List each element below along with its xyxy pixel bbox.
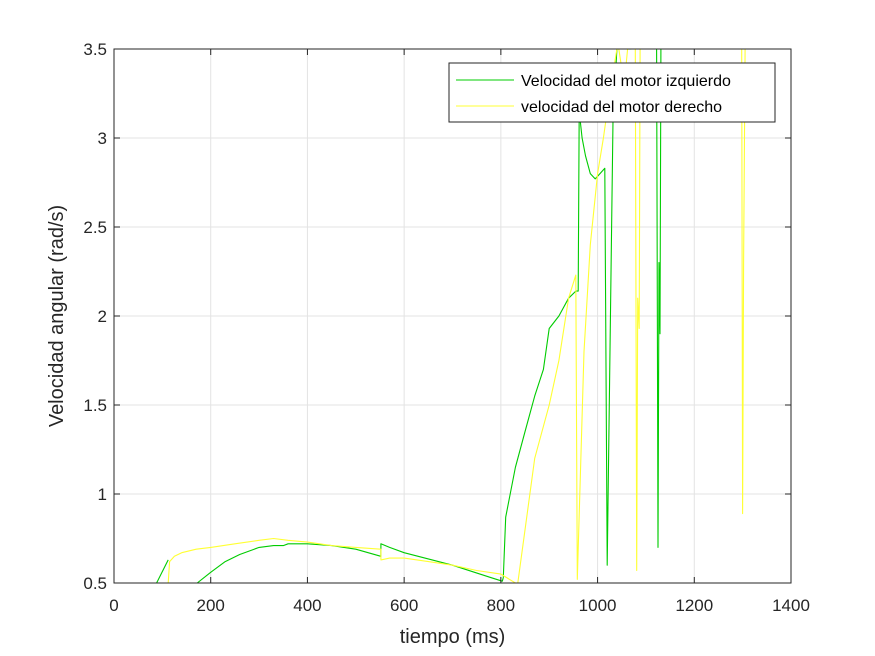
grid xyxy=(114,49,791,583)
y-axis-label: Velocidad angular (rad/s) xyxy=(46,205,68,427)
x-tick-label: 1400 xyxy=(772,596,810,615)
y-tick-label: 2.5 xyxy=(83,218,107,237)
x-tick-label: 1000 xyxy=(579,596,617,615)
x-tick-label: 1200 xyxy=(675,596,713,615)
y-tick-label: 0.5 xyxy=(83,574,107,593)
series-line-derecho xyxy=(741,49,746,515)
series-group xyxy=(156,49,746,583)
y-tick-label: 3 xyxy=(98,129,107,148)
x-axis-label: tiempo (ms) xyxy=(400,626,506,648)
series-line-derecho xyxy=(634,49,641,572)
legend: Velocidad del motor izquierdo velocidad … xyxy=(448,62,776,123)
legend-label-derecho: velocidad del motor derecho xyxy=(521,99,722,116)
axis-ticks xyxy=(113,48,792,584)
legend-box xyxy=(448,62,776,123)
y-tick-label: 1 xyxy=(98,485,107,504)
x-tick-label: 600 xyxy=(390,596,418,615)
x-tick-labels: 0 200 400 600 800 1000 1200 1400 xyxy=(109,596,810,615)
series-line-derecho xyxy=(517,49,618,583)
y-tick-label: 2 xyxy=(98,307,107,326)
x-tick-label: 800 xyxy=(487,596,515,615)
y-tick-labels: 0.5 1 1.5 2 2.5 3 3.5 xyxy=(83,40,107,593)
series-line-izquierdo xyxy=(156,559,169,583)
x-tick-label: 0 xyxy=(109,596,118,615)
x-tick-label: 400 xyxy=(293,596,321,615)
series-line-izquierdo xyxy=(196,49,618,583)
series-line-derecho xyxy=(167,537,516,583)
y-tick-label: 3.5 xyxy=(83,40,107,59)
series-line-izquierdo xyxy=(656,49,662,548)
y-tick-label: 1.5 xyxy=(83,396,107,415)
legend-label-izquierdo: Velocidad del motor izquierdo xyxy=(521,73,731,90)
x-tick-label: 200 xyxy=(197,596,225,615)
